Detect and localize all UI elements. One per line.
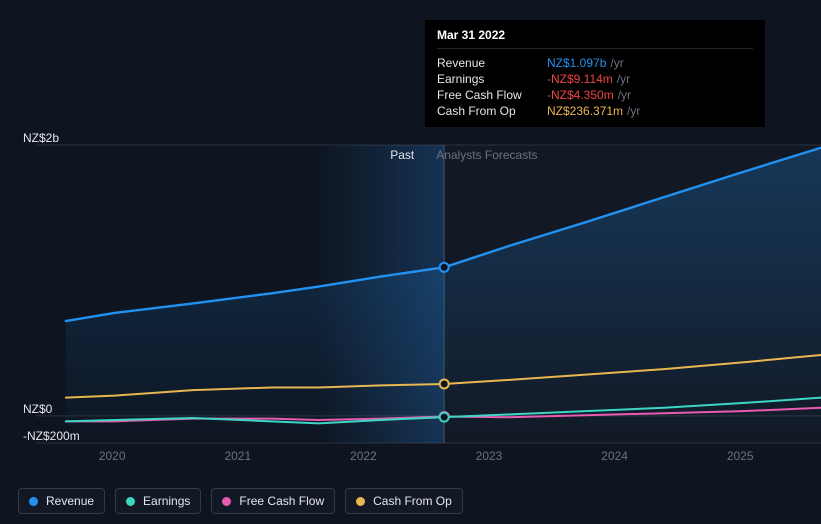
tooltip-row: RevenueNZ$1.097b/yr [437,55,753,71]
legend-label: Revenue [46,494,94,508]
tooltip-row-value: NZ$236.371m [547,104,623,118]
tooltip-row-label: Cash From Op [437,104,547,118]
legend-item-revenue[interactable]: Revenue [18,488,105,514]
tooltip-divider [437,48,753,49]
legend-label: Cash From Op [373,494,452,508]
legend-dot [222,497,231,506]
legend-dot [29,497,38,506]
tooltip-row-per: /yr [618,88,631,102]
legend-item-fcf[interactable]: Free Cash Flow [211,488,335,514]
tooltip-row-per: /yr [610,56,623,70]
tooltip-row-value: NZ$1.097b [547,56,606,70]
tooltip-row-per: /yr [627,104,640,118]
marker-cashop [440,379,449,388]
chart-legend: Revenue Earnings Free Cash Flow Cash From O… [18,488,463,514]
legend-dot [126,497,135,506]
marker-earnings [440,413,449,422]
tooltip-row: Cash From OpNZ$236.371m/yr [437,103,753,119]
tooltip-row: Free Cash Flow-NZ$4.350m/yr [437,87,753,103]
legend-label: Earnings [143,494,190,508]
tooltip-row-label: Earnings [437,72,547,86]
legend-label: Free Cash Flow [239,494,324,508]
tooltip-row-label: Revenue [437,56,547,70]
tooltip-row-per: /yr [617,72,630,86]
legend-dot [356,497,365,506]
tooltip-row-value: -NZ$9.114m [547,72,613,86]
tooltip-row: Earnings-NZ$9.114m/yr [437,71,753,87]
legend-item-cashop[interactable]: Cash From Op [345,488,463,514]
marker-revenue [440,263,449,272]
tooltip-row-value: -NZ$4.350m [547,88,614,102]
tooltip-row-label: Free Cash Flow [437,88,547,102]
legend-item-earnings[interactable]: Earnings [115,488,201,514]
tooltip-date: Mar 31 2022 [437,28,753,42]
chart-tooltip: Mar 31 2022 RevenueNZ$1.097b/yrEarnings-… [425,20,765,127]
